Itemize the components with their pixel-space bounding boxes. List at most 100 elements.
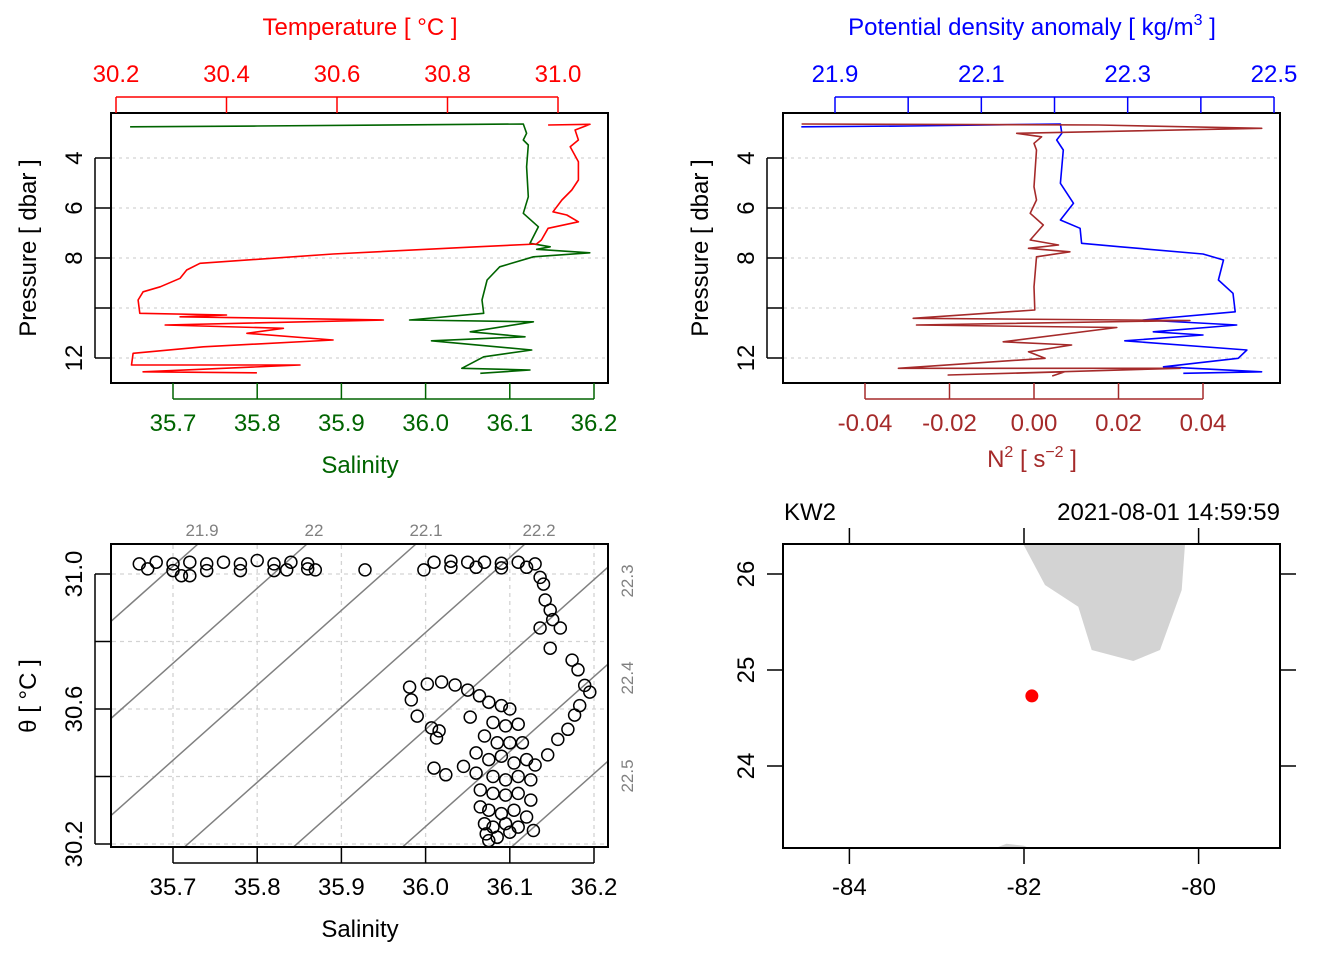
ts-point xyxy=(490,830,504,845)
theta-axis-title: θ [ °C ] xyxy=(15,659,42,733)
pressure-tick-label: 4 xyxy=(733,151,760,164)
theta-tick-label: 31.0 xyxy=(61,551,88,598)
temperature-tick-label: 30.8 xyxy=(424,61,471,88)
ts-point xyxy=(308,563,323,577)
ts-point xyxy=(199,557,214,571)
plot-frame-map xyxy=(782,543,1281,849)
ts-point xyxy=(444,554,458,568)
salinity-profile-line xyxy=(130,123,591,375)
n2-tick-label: -0.02 xyxy=(922,410,977,437)
station-name: KW2 xyxy=(784,499,836,526)
n2-axis-title: N2 [ s−2 ] xyxy=(987,444,1077,473)
ts-point xyxy=(519,810,534,824)
ts-salinity-axis-title: Salinity xyxy=(321,916,398,943)
ts-point xyxy=(233,557,248,571)
isopycnal-label: 22.4 xyxy=(618,661,637,694)
longitude-tick-label: -82 xyxy=(1007,874,1042,901)
ts-point xyxy=(494,561,509,575)
pressure-tick-label: 8 xyxy=(733,251,760,264)
isopycnal-label: 22.5 xyxy=(618,759,637,792)
salinity-tick-label: 36.1 xyxy=(486,410,533,437)
pressure-axis-title: Pressure [ dbar ] xyxy=(15,159,42,336)
ts-point xyxy=(486,786,500,801)
ts-point xyxy=(540,748,555,762)
ts-point xyxy=(528,557,542,571)
ts-point xyxy=(526,823,541,838)
ts-point xyxy=(166,557,180,571)
isopycnal-line xyxy=(183,544,526,847)
ts-point xyxy=(577,678,592,693)
ts-point xyxy=(486,769,500,784)
isopycnal-label: 22.1 xyxy=(409,521,442,540)
ts-point xyxy=(429,731,444,745)
n2-tick-label: 0.04 xyxy=(1180,410,1227,437)
ts-point xyxy=(279,563,294,577)
temperature-axis-title: Temperature [ °C ] xyxy=(263,14,458,41)
ts-point xyxy=(507,756,521,770)
pressure-tick-label: 6 xyxy=(733,201,760,214)
ts-point xyxy=(515,736,530,750)
ts-point xyxy=(456,759,471,774)
ts-point xyxy=(533,570,547,585)
ts-point xyxy=(216,555,231,569)
density-tick-label: 21.9 xyxy=(812,61,859,88)
ts-salinity-tick-label: 35.8 xyxy=(234,874,281,901)
plot-frame-density xyxy=(782,112,1281,384)
n2-tick-label: -0.04 xyxy=(838,410,893,437)
ts-point xyxy=(183,555,197,569)
ts-salinity-tick-label: 35.9 xyxy=(318,874,365,901)
ts-point xyxy=(469,560,483,575)
ts-point xyxy=(473,783,488,797)
ts-point xyxy=(567,708,582,722)
salinity-axis-title: Salinity xyxy=(321,452,398,479)
ts-point xyxy=(233,563,248,578)
ts-point xyxy=(404,693,419,707)
ts-point xyxy=(565,653,579,667)
ts-point xyxy=(250,553,264,568)
ts-point xyxy=(434,675,449,689)
density-tick-label: 22.3 xyxy=(1104,61,1151,88)
pressure-tick-label: 8 xyxy=(61,251,88,264)
ts-point xyxy=(524,793,538,807)
ts-point xyxy=(463,710,477,724)
salinity-tick-label: 35.7 xyxy=(150,410,197,437)
pressure-tick-label: 12 xyxy=(733,345,760,372)
ts-point xyxy=(482,803,496,817)
latitude-tick-label: 24 xyxy=(733,753,760,780)
density-tick-label: 22.1 xyxy=(958,61,1005,88)
ts-point xyxy=(519,560,534,575)
ts-point xyxy=(545,612,560,627)
ts-point xyxy=(543,641,557,655)
ts-salinity-tick-label: 36.2 xyxy=(571,874,618,901)
isopycnal-label: 22.3 xyxy=(618,564,637,597)
ts-point xyxy=(482,752,496,767)
ts-point xyxy=(183,568,197,583)
ts-point xyxy=(473,800,488,814)
longitude-tick-label: -80 xyxy=(1181,874,1216,901)
isopycnal-line xyxy=(111,544,308,720)
ts-point xyxy=(358,563,372,577)
ts-point xyxy=(482,695,496,709)
ts-point xyxy=(553,621,568,635)
ts-point xyxy=(469,746,483,760)
ts-salinity-tick-label: 35.7 xyxy=(150,874,197,901)
ts-point xyxy=(477,816,492,831)
temperature-tick-label: 30.6 xyxy=(314,61,361,88)
ts-point xyxy=(507,803,521,817)
latitude-tick-label: 26 xyxy=(733,561,760,588)
ts-point xyxy=(417,563,431,577)
salinity-tick-label: 36.2 xyxy=(571,410,618,437)
theta-tick-label: 30.6 xyxy=(61,686,88,733)
ts-point xyxy=(561,722,575,737)
pressure-tick-label: 4 xyxy=(61,151,88,164)
ts-salinity-tick-label: 36.1 xyxy=(486,874,533,901)
density-axis-title: Potential density anomaly [ kg/m3 ] xyxy=(848,12,1216,41)
ts-point xyxy=(511,769,525,784)
ts-point xyxy=(519,752,534,767)
isopycnal-line xyxy=(111,544,199,623)
isopycnal-label: 22.2 xyxy=(522,521,555,540)
isopycnal-line xyxy=(111,544,417,817)
ts-point xyxy=(472,689,487,703)
ts-point xyxy=(460,683,475,697)
salinity-tick-label: 35.9 xyxy=(318,410,365,437)
